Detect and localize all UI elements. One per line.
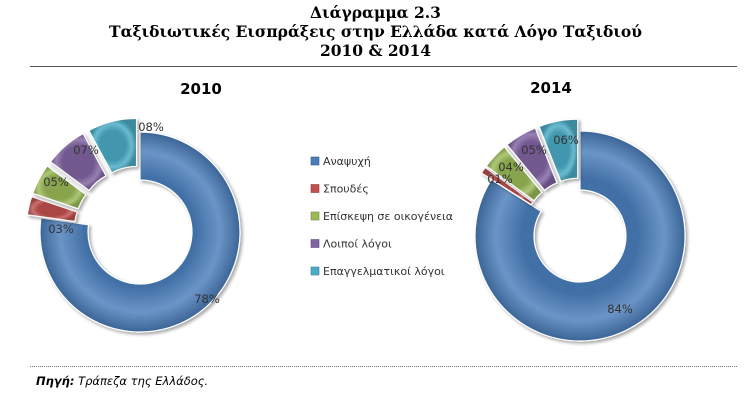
data-label-2010-2: 03%	[48, 222, 74, 236]
slice-2010-2	[26, 195, 78, 223]
donut-2010: 2010 78% 03% 05% 07% 08%	[26, 80, 241, 333]
diagram-number: Διάγραμμα 2.3	[310, 3, 441, 22]
legend-swatch-4	[310, 239, 320, 248]
data-label-2014-1: 84%	[607, 302, 633, 316]
chart-title-block: Διάγραμμα 2.3 Ταξιδιωτικές Εισπράξεις στ…	[0, 3, 751, 60]
source-rule	[30, 366, 737, 367]
slice-2014-1	[474, 130, 686, 342]
year-label-2014: 2014	[530, 79, 572, 97]
source-note: Πηγή: Τράπεζα της Ελλάδος.	[36, 374, 208, 388]
legend-label-4: Λοιποί λόγοι	[323, 238, 392, 251]
slice-2014-3	[485, 146, 543, 202]
slice-2014-5	[538, 118, 579, 183]
data-label-2010-5: 08%	[138, 120, 164, 134]
legend-label-3: Επίσκεψη σε οικογένεια	[323, 210, 453, 223]
slice-2010-4	[49, 132, 107, 192]
data-label-2010-3: 05%	[43, 175, 69, 189]
legend-swatch-2	[310, 184, 320, 193]
data-label-2014-5: 06%	[553, 133, 579, 147]
data-label-2010-4: 07%	[73, 143, 99, 157]
legend-swatch-3	[310, 211, 320, 221]
chart-period: 2010 & 2014	[319, 41, 432, 60]
legend-swatch-1	[310, 156, 320, 166]
data-label-2014-4: 05%	[521, 143, 547, 157]
chart-title: Ταξιδιωτικές Εισπράξεις στην Ελλάδα κατά…	[109, 22, 642, 41]
legend-label-2: Σπουδές	[323, 183, 369, 196]
slice-2010-1	[39, 131, 241, 333]
title-rule	[30, 66, 737, 67]
legend-label-5: Επαγγελματικοί λόγοι	[323, 265, 445, 278]
data-label-2010-1: 78%	[194, 292, 220, 306]
slice-2014-2	[480, 166, 534, 206]
donut-2014: 2014 84% 01%04% 05% 06%	[474, 79, 686, 342]
legend-label-1: Αναψυχή	[323, 155, 371, 168]
slice-2010-3	[32, 165, 87, 210]
legend-swatch-5	[310, 266, 320, 276]
data-label-2014-2: 01%	[487, 172, 513, 186]
data-label-2014-3: 04%	[498, 160, 524, 174]
legend: Αναψυχή Σπουδές Επίσκεψη σε οικογένεια Λοιπ…	[310, 155, 453, 278]
source-text: Τράπεζα της Ελλάδος.	[74, 374, 209, 388]
source-label: Πηγή:	[36, 374, 75, 388]
slice-2010-5	[87, 117, 138, 174]
slice-2014-4	[506, 127, 558, 192]
year-label-2010: 2010	[180, 80, 222, 98]
